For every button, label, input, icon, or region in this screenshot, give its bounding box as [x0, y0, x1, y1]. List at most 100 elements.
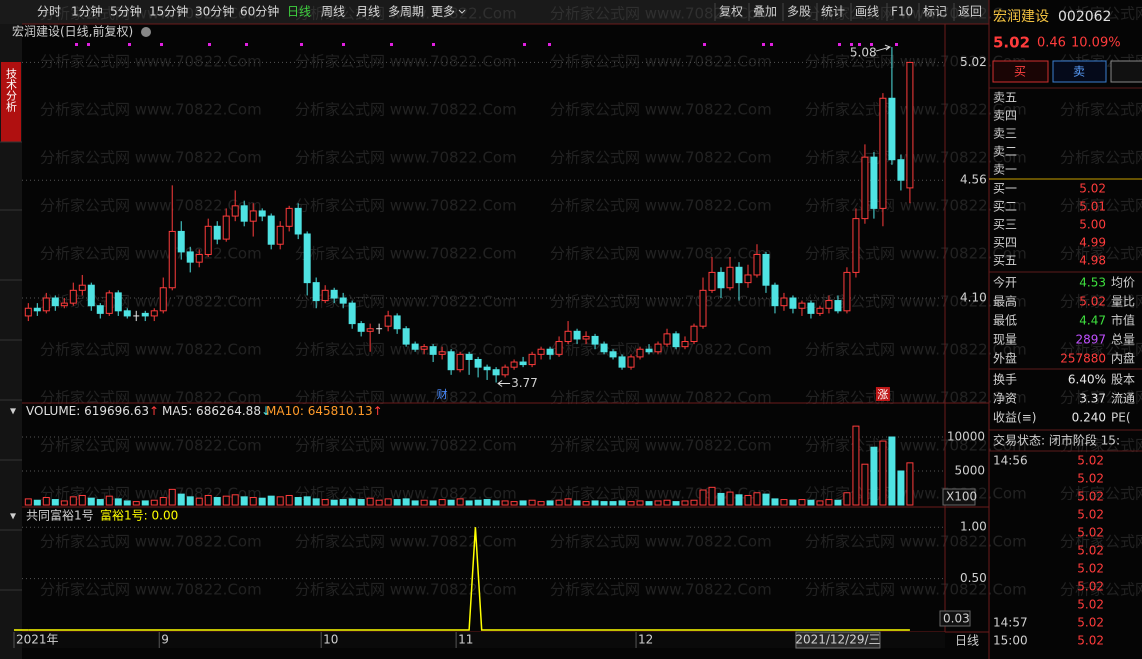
event-dot	[523, 43, 526, 46]
candle-body	[294, 207, 302, 235]
candle-body	[717, 271, 725, 289]
candle-body	[339, 297, 347, 304]
volume-bar	[798, 499, 806, 506]
volume-bar	[906, 462, 914, 506]
toolbar-tab[interactable]: 15分钟	[149, 4, 188, 19]
candle-body	[510, 361, 518, 368]
watermark: 分析家公式网 www.70822.Com	[1060, 533, 1142, 551]
candle-body	[159, 287, 167, 312]
event-marker[interactable]: 涨	[877, 388, 888, 401]
more-button[interactable]	[1110, 60, 1142, 83]
toolbar-tab[interactable]: 分时	[37, 5, 61, 19]
toolbar-button[interactable]: 叠加	[753, 5, 777, 19]
volume-bar	[438, 499, 446, 506]
volume-bar	[258, 497, 266, 506]
toolbar-tab[interactable]: 日线	[287, 5, 311, 19]
candle-body	[411, 343, 419, 350]
watermark: 分析家公式网 www.70822.Com	[1060, 197, 1142, 215]
watermark: 分析家公式网 www.70822.Com	[1060, 341, 1142, 359]
indicator-title: 共同富裕1号	[26, 508, 94, 523]
toolbar-tab[interactable]: 60分钟	[240, 4, 279, 19]
title-icon[interactable]	[141, 27, 151, 37]
header-text: VOLUME: 619696.63	[26, 404, 149, 418]
candle-body	[555, 341, 563, 355]
toolbar-button[interactable]: F10	[891, 5, 913, 19]
toolbar-button[interactable]: 标记	[923, 5, 947, 19]
candle-body	[816, 307, 824, 314]
volume-icon[interactable]: ▾	[10, 404, 16, 418]
event-dot	[703, 43, 706, 46]
toolbar-tab[interactable]: 周线	[321, 5, 345, 19]
last-price: 5.02	[993, 34, 1030, 52]
stat-value: 4.53	[1079, 276, 1106, 290]
sell-button[interactable]	[1052, 60, 1107, 83]
volume-bar	[528, 499, 536, 506]
indicator-icon[interactable]: ▾	[10, 509, 16, 523]
price-change: 0.46	[1037, 36, 1066, 51]
candle-body	[240, 205, 248, 222]
volume-header: MA10: 645810.13↑	[266, 404, 383, 418]
finance-label2: PE(	[1111, 411, 1131, 425]
volume-bar	[564, 498, 572, 506]
sidebar-tab[interactable]: 技术分析	[5, 68, 18, 113]
volume-bar	[753, 492, 761, 506]
watermark: 分析家公式网 www.70822.Com	[295, 101, 517, 119]
candle-body	[258, 210, 266, 217]
watermarks: 分析家公式网 www.70822.Com 分析家公式网 www.70822.Com…	[40, 5, 1142, 599]
trade-price: 5.02	[1077, 580, 1104, 594]
date-axis	[22, 632, 945, 648]
candle-body	[888, 97, 896, 161]
volume-bar	[825, 499, 833, 506]
trade-price: 5.02	[1077, 526, 1104, 540]
header-arrow: ↑	[373, 404, 383, 418]
toolbar-tab[interactable]: 更多	[431, 5, 455, 19]
volume-bar	[636, 500, 644, 506]
volume-bar	[879, 440, 887, 506]
volume-bar	[177, 493, 185, 506]
header-arrow: ↑	[149, 404, 159, 418]
stat-label2: 市值	[1111, 313, 1135, 328]
volume-bar	[555, 499, 563, 506]
volume-bar	[276, 496, 284, 506]
watermark: 分析家公式网 www.70822.Com	[40, 149, 262, 167]
x-tick-label: 10	[323, 633, 338, 647]
buy-button[interactable]	[992, 60, 1049, 83]
toolbar-tab[interactable]: 多周期	[388, 5, 424, 19]
toolbar-tab[interactable]: 月线	[356, 5, 380, 19]
candle-body	[231, 205, 239, 217]
volume-bar	[51, 499, 59, 506]
toolbar-button[interactable]: 多股	[787, 5, 811, 19]
toolbar-button[interactable]: 统计	[821, 5, 845, 19]
volume-bar	[330, 499, 338, 506]
toolbar-button[interactable]: 复权	[719, 5, 743, 19]
watermark: 分析家公式网 www.70822.Com	[550, 485, 772, 503]
candle-body	[33, 307, 41, 312]
candle-body	[222, 215, 230, 240]
header-text: MA10: 645810.13	[266, 404, 373, 418]
toolbar-tab[interactable]: 1分钟	[71, 4, 103, 19]
finance-value: 6.40%	[1068, 373, 1106, 387]
candle-body	[69, 289, 77, 304]
sidebar-active[interactable]	[1, 62, 21, 142]
volume-bar	[285, 494, 293, 506]
volume-bar	[699, 489, 707, 506]
toolbar-tab[interactable]: 30分钟	[195, 4, 234, 19]
event-dot	[87, 43, 90, 46]
candle-body	[780, 297, 788, 307]
toolbar-button[interactable]: 返回	[958, 5, 982, 19]
low-label: 3.77	[511, 376, 538, 390]
event-marker[interactable]: 财	[437, 387, 448, 401]
watermark: 分析家公式网 www.70822.Com	[805, 341, 1027, 359]
volume-bar	[816, 500, 824, 506]
volume-bar	[465, 500, 473, 506]
toolbar-tab[interactable]: 5分钟	[110, 4, 142, 19]
watermark: 分析家公式网 www.70822.Com	[550, 437, 772, 455]
candle-body	[825, 300, 833, 309]
volume-bar	[708, 486, 716, 506]
volume-bar	[132, 501, 140, 506]
watermark: 分析家公式网 www.70822.Com	[1060, 101, 1142, 119]
watermark: 分析家公式网 www.70822.Com	[1060, 485, 1142, 503]
toolbar-button[interactable]: 画线	[855, 5, 879, 19]
event-dot	[75, 43, 78, 46]
